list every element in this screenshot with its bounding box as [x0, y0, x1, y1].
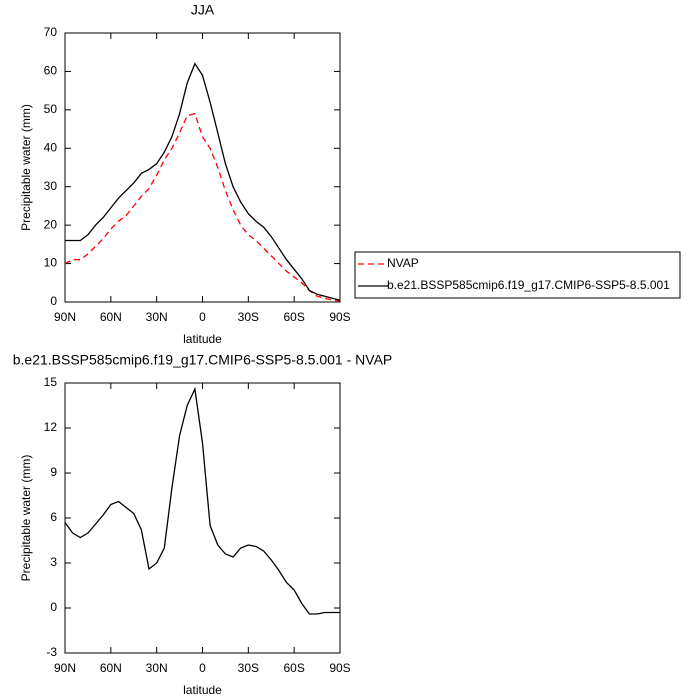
y-tick-label: 0 [50, 294, 57, 308]
x-tick-label: 60N [100, 310, 122, 324]
plot-frame [64, 32, 341, 303]
data-line [64, 386, 340, 615]
x-tick-label: 30N [146, 661, 168, 675]
y-tick-label: 50 [44, 102, 58, 116]
y-tick-label: 0 [50, 600, 57, 614]
y-tick-label: 60 [44, 64, 58, 78]
legend-box [354, 251, 681, 299]
x-tick-label: 90N [54, 661, 76, 675]
x-tick-label: 90N [54, 310, 76, 324]
x-tick-label: 30N [146, 310, 168, 324]
data-line [65, 62, 341, 301]
chart-title: JJA [191, 2, 215, 18]
y-tick-label: 9 [50, 465, 57, 479]
y-tick-label: 20 [44, 217, 58, 231]
y-tick-label: 40 [44, 140, 58, 154]
y-axis-label: Precipitable water (mm) [19, 455, 33, 582]
legend-label: b.e21.BSSP585cmip6.f19_g17.CMIP6-SSP5-8.… [387, 278, 670, 292]
x-tick-label: 30S [238, 661, 259, 675]
x-tick-label: 0 [199, 661, 206, 675]
data-line [64, 112, 341, 302]
y-tick-label: 15 [44, 375, 58, 389]
x-tick-label: 60S [283, 661, 304, 675]
x-tick-label: 0 [199, 310, 206, 324]
x-tick-label: 90S [329, 310, 350, 324]
x-tick-label: 90S [329, 661, 350, 675]
chart-title: b.e21.BSSP585cmip6.f19_g17.CMIP6-SSP5-8.… [13, 352, 393, 368]
y-tick-label: 12 [44, 420, 58, 434]
x-axis-label: latitude [183, 332, 222, 346]
x-tick-label: 60N [100, 661, 122, 675]
y-tick-label: 3 [50, 555, 57, 569]
y-axis-label: Precipitable water (mm) [19, 104, 33, 231]
x-tick-label: 30S [238, 310, 259, 324]
y-tick-label: 10 [44, 256, 58, 270]
plot-frame [64, 382, 341, 654]
legend-label: NVAP [387, 256, 419, 270]
y-tick-label: 30 [44, 179, 58, 193]
x-tick-label: 60S [283, 310, 304, 324]
y-tick-label: 70 [44, 25, 58, 39]
x-axis-label: latitude [183, 683, 222, 697]
y-tick-label: -3 [46, 645, 57, 659]
y-tick-label: 6 [50, 510, 57, 524]
